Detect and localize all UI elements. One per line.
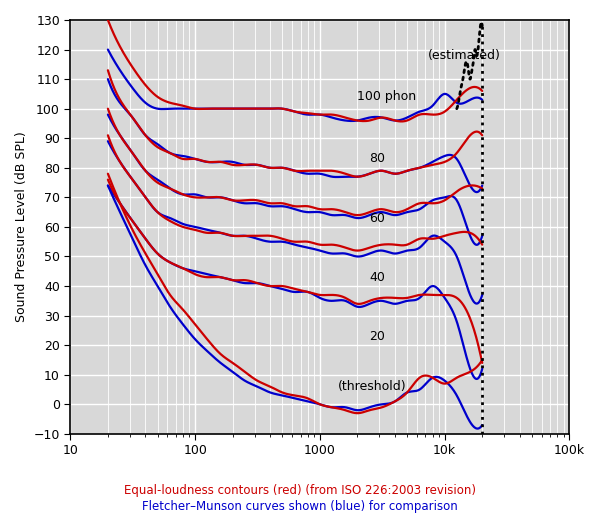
Text: (estimated): (estimated) bbox=[428, 49, 501, 62]
Y-axis label: Sound Pressure Level (dB SPL): Sound Pressure Level (dB SPL) bbox=[15, 131, 28, 322]
Text: Fletcher–Munson curves shown (blue) for comparison: Fletcher–Munson curves shown (blue) for … bbox=[142, 499, 458, 513]
Text: (threshold): (threshold) bbox=[338, 380, 407, 393]
Text: 80: 80 bbox=[370, 153, 386, 166]
Text: 40: 40 bbox=[370, 271, 385, 284]
Text: 60: 60 bbox=[370, 212, 385, 225]
Text: 20: 20 bbox=[370, 330, 385, 343]
Text: Equal-loudness contours (red) (from ISO 226:2003 revision): Equal-loudness contours (red) (from ISO … bbox=[124, 484, 476, 497]
Text: 100 phon: 100 phon bbox=[358, 90, 416, 103]
